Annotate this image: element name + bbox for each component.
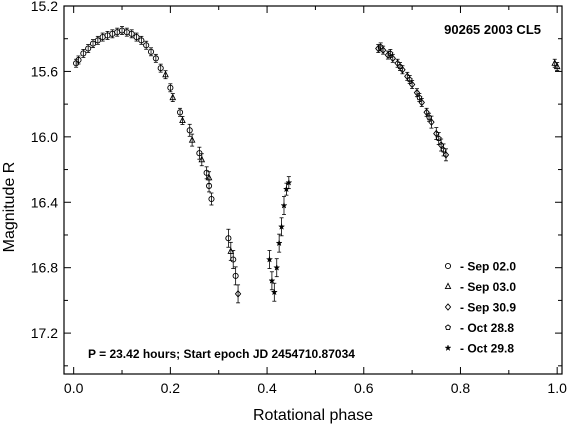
legend: - Sep 02.0 - Sep 03.0 - Sep 30.9 - Oct 28.8… bbox=[444, 260, 516, 356]
data-point bbox=[143, 42, 150, 49]
data-point bbox=[275, 239, 283, 247]
series-triangle bbox=[162, 58, 561, 261]
y-tick-label: 15.2 bbox=[31, 0, 58, 14]
data-point bbox=[227, 247, 235, 254]
legend-marker-pentagon bbox=[445, 324, 451, 331]
data-point bbox=[75, 56, 82, 64]
legend-label: - Sep 03.0 bbox=[460, 280, 516, 294]
data-point bbox=[152, 55, 159, 62]
y-tick-label: 15.6 bbox=[31, 63, 58, 79]
y-tick-label: 16.0 bbox=[31, 129, 58, 145]
data-point bbox=[397, 63, 404, 70]
x-tick-label: 0.8 bbox=[451, 380, 471, 396]
y-tick-label: 16.4 bbox=[31, 194, 58, 210]
data-point bbox=[435, 135, 442, 142]
data-point bbox=[208, 195, 215, 203]
data-point bbox=[157, 65, 164, 72]
data-point bbox=[265, 255, 274, 263]
data-point bbox=[186, 127, 193, 134]
x-tick-label: 0.2 bbox=[161, 380, 181, 396]
data-point bbox=[377, 43, 384, 50]
data-point bbox=[162, 70, 169, 78]
y-tick-label: 17.2 bbox=[31, 325, 58, 341]
data-point bbox=[80, 50, 87, 57]
data-point bbox=[205, 173, 213, 181]
data-point bbox=[440, 146, 447, 153]
period-annotation: P = 23.42 hours; Start epoch JD 2454710.… bbox=[88, 347, 355, 361]
data-point bbox=[196, 150, 203, 157]
legend-marker-star bbox=[444, 344, 452, 352]
data-point bbox=[285, 178, 293, 186]
data-point bbox=[167, 84, 174, 91]
data-point bbox=[138, 37, 145, 44]
y-axis-title: Magnitude R bbox=[1, 162, 18, 253]
data-point bbox=[273, 263, 281, 271]
data-point bbox=[176, 109, 184, 116]
data-point bbox=[169, 93, 177, 101]
x-tick-label: 0.4 bbox=[257, 380, 277, 396]
data-point bbox=[413, 88, 421, 97]
data-point bbox=[198, 155, 206, 163]
data-point bbox=[277, 223, 286, 230]
series-circle bbox=[73, 26, 239, 286]
x-tick-label: 0.6 bbox=[354, 380, 374, 396]
x-axis-title: Rotational phase bbox=[253, 407, 373, 424]
data-point bbox=[270, 288, 278, 296]
series-pentagon bbox=[377, 42, 447, 157]
data-point bbox=[426, 114, 433, 120]
data-point bbox=[406, 76, 413, 83]
series-star bbox=[265, 176, 293, 302]
data-point bbox=[442, 151, 450, 159]
data-point bbox=[280, 201, 288, 209]
data-point bbox=[85, 45, 92, 52]
legend-marker-circle bbox=[444, 262, 452, 270]
chart-title: 90265 2003 CL5 bbox=[444, 22, 541, 37]
x-tick-label: 0.0 bbox=[64, 380, 84, 396]
data-point bbox=[94, 37, 101, 44]
data-point bbox=[225, 235, 232, 242]
data-point bbox=[375, 44, 382, 53]
data-point bbox=[416, 94, 423, 101]
data-point bbox=[268, 276, 276, 284]
plot-area bbox=[63, 5, 563, 375]
data-point bbox=[423, 108, 430, 117]
x-tick-label: 1.0 bbox=[547, 380, 567, 396]
data-point bbox=[89, 40, 97, 47]
legend-label: - Sep 30.9 bbox=[460, 301, 516, 315]
data-point bbox=[553, 62, 561, 70]
data-point bbox=[188, 136, 196, 143]
data-point bbox=[234, 290, 242, 298]
legend-marker-triangle bbox=[444, 282, 452, 290]
legend-marker-diamond bbox=[444, 303, 452, 311]
y-tick-label: 16.8 bbox=[31, 260, 58, 276]
data-point bbox=[384, 51, 392, 59]
data-point bbox=[387, 50, 394, 56]
data-point bbox=[232, 272, 239, 279]
legend-label: - Sep 02.0 bbox=[460, 260, 516, 274]
data-point bbox=[179, 116, 186, 124]
data-point bbox=[147, 48, 155, 55]
data-point bbox=[128, 30, 135, 37]
legend-label: - Oct 28.8 bbox=[460, 321, 514, 335]
legend-label: - Oct 29.8 bbox=[460, 342, 514, 356]
series-diamond bbox=[234, 44, 450, 304]
data-point bbox=[133, 34, 140, 41]
